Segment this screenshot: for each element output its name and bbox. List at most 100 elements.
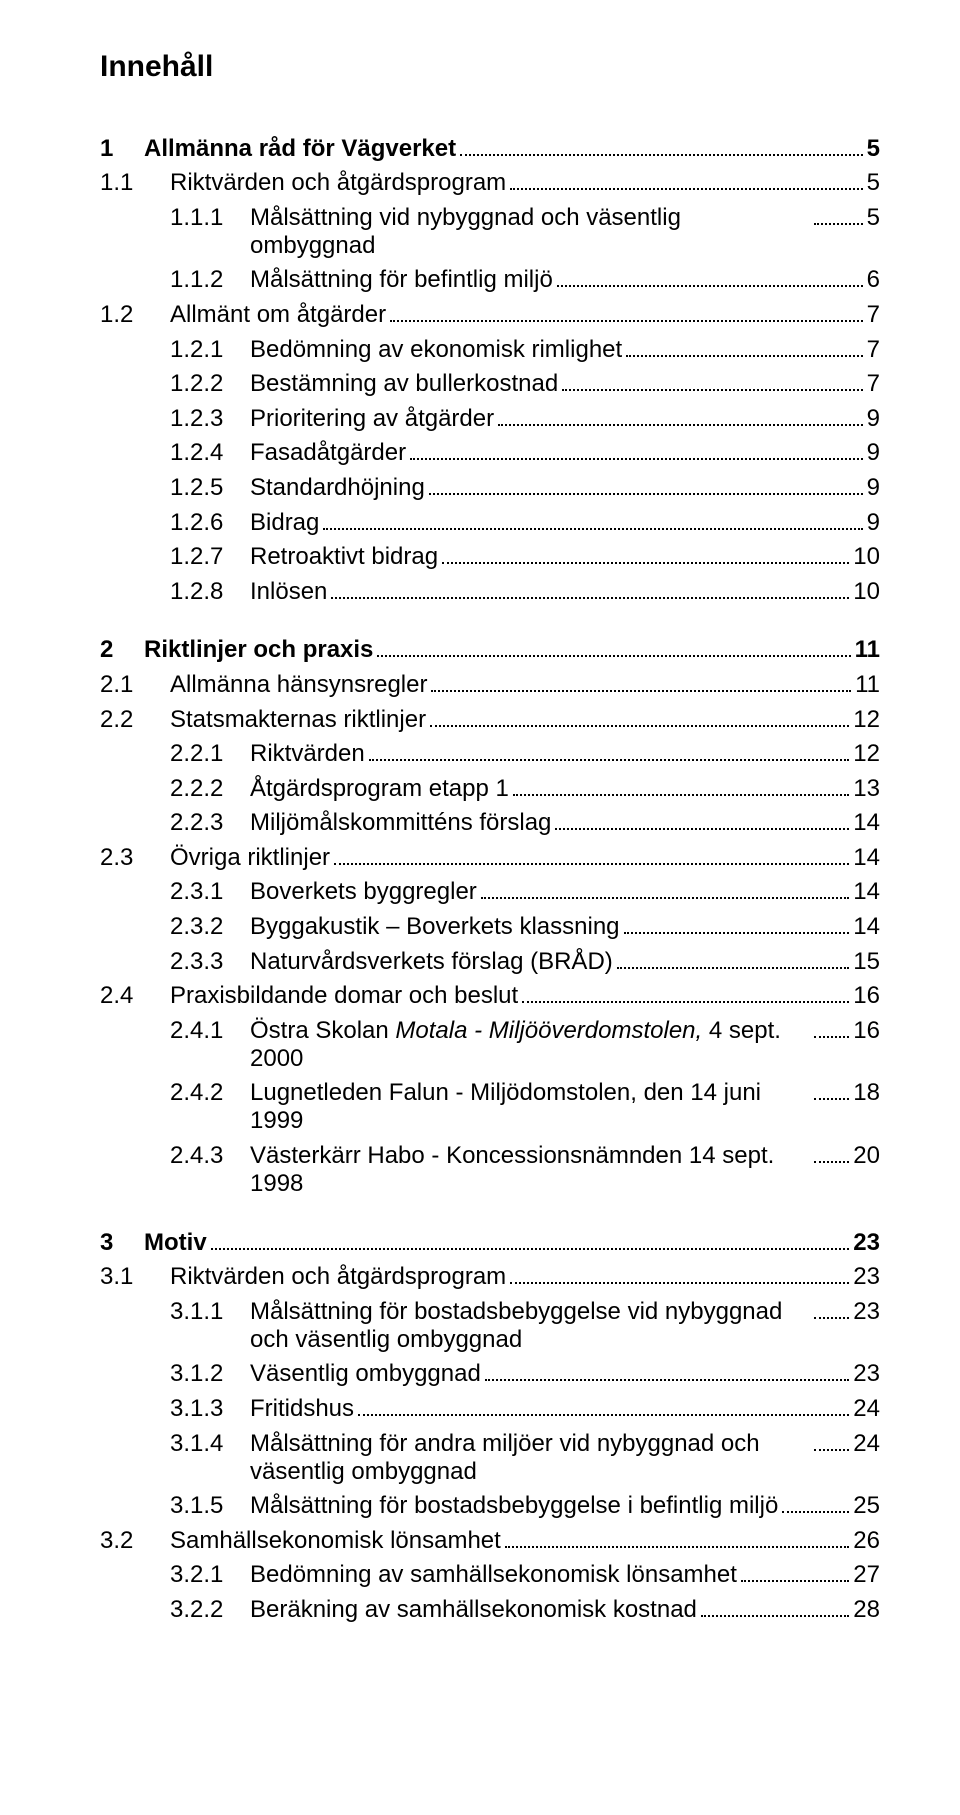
toc-number: 2.4.3: [170, 1142, 250, 1170]
toc-number: 1.2.2: [170, 370, 250, 398]
document-page: Innehåll 1Allmänna råd för Vägverket51.1…: [0, 0, 960, 1684]
toc-text: Praxisbildande domar och beslut: [170, 982, 518, 1010]
toc-leader: [460, 132, 863, 156]
toc-leader: [741, 1559, 849, 1583]
toc-entry: 2.3Övriga riktlinjer14: [100, 841, 880, 872]
toc-leader: [814, 201, 863, 225]
toc-page: 23: [853, 1263, 880, 1291]
toc-leader: [431, 668, 851, 692]
toc-number: 2.3.2: [170, 913, 250, 941]
toc-leader: [390, 298, 863, 322]
toc-text: Riktlinjer och praxis: [144, 636, 373, 664]
toc-leader: [505, 1524, 849, 1548]
toc-leader: [557, 264, 863, 288]
toc-text: Standardhöjning: [250, 474, 425, 502]
toc-leader: [377, 634, 850, 658]
toc-page: 12: [853, 740, 880, 768]
toc-number: 2: [100, 636, 144, 664]
toc-text: Åtgärdsprogram etapp 1: [250, 775, 509, 803]
toc-number: 2.4.2: [170, 1079, 250, 1107]
toc-number: 3: [100, 1229, 144, 1257]
toc-leader: [485, 1358, 849, 1382]
toc-number: 3.1.1: [170, 1298, 250, 1326]
toc-entry: 1.1Riktvärden och åtgärdsprogram5: [100, 167, 880, 198]
toc-text: Bidrag: [250, 509, 319, 537]
toc-entry: 2.4Praxisbildande domar och beslut16: [100, 980, 880, 1011]
toc-number: 1: [100, 135, 144, 163]
toc-text: Bedömning av samhällsekonomisk lönsamhet: [250, 1561, 737, 1589]
toc-text: Allmänna råd för Vägverket: [144, 135, 456, 163]
toc-text: Naturvårdsverkets förslag (BRÅD): [250, 948, 613, 976]
toc-text: Lugnetleden Falun - Miljödomstolen, den …: [250, 1079, 810, 1135]
toc-text: Riktvärden: [250, 740, 365, 768]
toc-leader: [498, 402, 863, 426]
toc-page: 15: [853, 948, 880, 976]
toc-page: 12: [853, 706, 880, 734]
toc-leader: [814, 1295, 849, 1319]
toc-entry: 1.2.7Retroaktivt bidrag10: [100, 541, 880, 572]
toc-text: Bedömning av ekonomisk rimlighet: [250, 336, 622, 364]
toc-number: 1.1: [100, 169, 170, 197]
toc-entry: 3Motiv23: [100, 1226, 880, 1257]
toc-page: 10: [853, 543, 880, 571]
toc-entry: 1.1.1Målsättning vid nybyggnad och väsen…: [100, 201, 880, 260]
toc-entry: 3.2Samhällsekonomisk lönsamhet26: [100, 1524, 880, 1555]
toc-page: 9: [867, 405, 880, 433]
toc-text: Statsmakternas riktlinjer: [170, 706, 426, 734]
toc-page: 7: [867, 301, 880, 329]
toc-number: 2.2: [100, 706, 170, 734]
toc-page: 23: [853, 1229, 880, 1257]
toc-text: Riktvärden och åtgärdsprogram: [170, 169, 506, 197]
toc-leader: [555, 807, 849, 831]
toc-entry: 2.3.2Byggakustik – Boverkets klassning14: [100, 910, 880, 941]
toc-leader: [562, 368, 862, 392]
toc-entry: 1.2.3Prioritering av åtgärder 9: [100, 402, 880, 433]
toc-number: 3.2: [100, 1527, 170, 1555]
toc-text: Bestämning av bullerkostnad: [250, 370, 558, 398]
toc-page: 9: [867, 474, 880, 502]
toc-number: 2.4.1: [170, 1017, 250, 1045]
toc-entry: 2.2.2Åtgärdsprogram etapp 1 13: [100, 772, 880, 803]
toc-page: 18: [853, 1079, 880, 1107]
toc-leader: [814, 1014, 849, 1038]
toc-text: Prioritering av åtgärder: [250, 405, 494, 433]
toc-page: 26: [853, 1527, 880, 1555]
toc-leader: [510, 167, 862, 191]
toc-number: 2.2.2: [170, 775, 250, 803]
toc-text: Inlösen: [250, 578, 327, 606]
toc-entry: 3.1Riktvärden och åtgärdsprogram23: [100, 1261, 880, 1292]
toc-entry: 2.2.1Riktvärden12: [100, 738, 880, 769]
toc-entry: 2.2.3Miljömålskommitténs förslag14: [100, 807, 880, 838]
toc-leader: [617, 945, 850, 969]
toc-number: 3.1: [100, 1263, 170, 1291]
toc-leader: [814, 1427, 849, 1451]
toc-number: 2.4: [100, 982, 170, 1010]
toc-entry: 1.2.2Bestämning av bullerkostnad7: [100, 368, 880, 399]
toc-page: 13: [853, 775, 880, 803]
toc-number: 2.3: [100, 844, 170, 872]
toc-text: Fasadåtgärder: [250, 439, 406, 467]
toc-entry: 3.1.5Målsättning för bostadsbebyggelse i…: [100, 1490, 880, 1521]
toc-number: 1.2: [100, 301, 170, 329]
toc-number: 1.1.1: [170, 204, 250, 232]
toc-leader: [624, 910, 850, 934]
toc-text: Målsättning för befintlig miljö: [250, 266, 553, 294]
toc-text: Västerkärr Habo - Koncessionsnämnden 14 …: [250, 1142, 810, 1198]
toc-leader: [331, 575, 849, 599]
toc-page: 16: [853, 1017, 880, 1045]
toc-number: 1.2.3: [170, 405, 250, 433]
toc-text: Allmänt om åtgärder: [170, 301, 386, 329]
toc-entry: 1.2Allmänt om åtgärder 7: [100, 298, 880, 329]
toc-number: 1.2.6: [170, 509, 250, 537]
toc-leader: [211, 1226, 850, 1250]
toc-page: 23: [853, 1360, 880, 1388]
toc-entry: 1.2.8Inlösen10: [100, 575, 880, 606]
toc-number: 3.1.2: [170, 1360, 250, 1388]
toc-text: Väsentlig ombyggnad: [250, 1360, 481, 1388]
toc-number: 3.1.5: [170, 1492, 250, 1520]
toc-text: Fritidshus: [250, 1395, 354, 1423]
toc-leader: [358, 1392, 849, 1416]
toc-number: 3.2.2: [170, 1596, 250, 1624]
toc-entry: 2.4.1Östra Skolan Motala - Miljööverdoms…: [100, 1014, 880, 1073]
toc-entry: 1.2.6Bidrag9: [100, 506, 880, 537]
